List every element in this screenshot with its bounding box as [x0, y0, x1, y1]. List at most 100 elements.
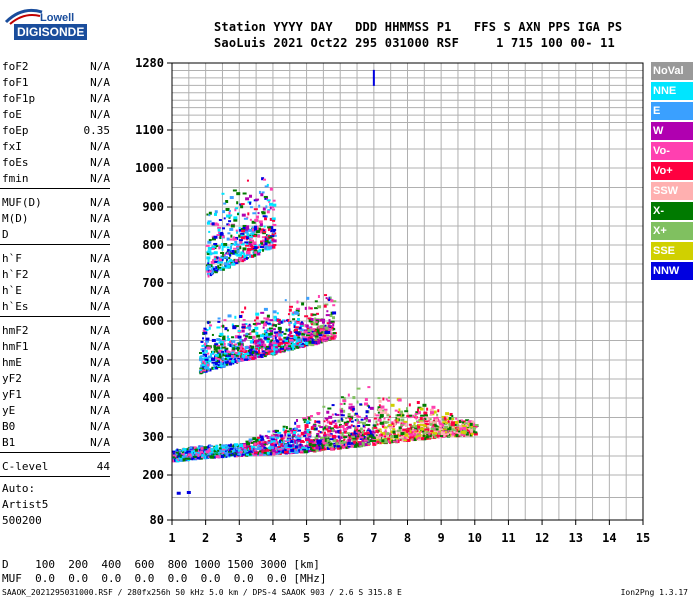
echo-point [218, 447, 222, 450]
echo-point [179, 458, 183, 462]
echo-point [466, 421, 469, 424]
echo-point [311, 446, 315, 450]
echo-point [366, 437, 369, 441]
echo-point [430, 430, 434, 433]
echo-point [228, 257, 231, 260]
echo-point [296, 419, 299, 423]
echo-point [328, 426, 332, 430]
echo-point [340, 417, 343, 421]
echo-point [267, 332, 272, 336]
echo-point [381, 423, 385, 427]
echo-point [332, 323, 335, 327]
echo-point [234, 259, 238, 263]
echo-point [248, 438, 253, 442]
echo-point [322, 427, 325, 431]
echo-point [261, 450, 266, 454]
echo-point [204, 358, 209, 361]
echo-point [233, 357, 236, 360]
echo-point [300, 433, 304, 436]
echo-point [214, 260, 219, 263]
echo-point [335, 446, 338, 449]
echo-point [311, 449, 316, 452]
echo-point [424, 423, 429, 426]
echo-point [406, 415, 410, 418]
echo-point [221, 360, 225, 363]
echo-point [422, 432, 426, 435]
echo-point [289, 347, 294, 351]
echo-point [308, 438, 311, 442]
echo-point [286, 448, 291, 451]
echo-point [218, 266, 222, 270]
echo-point [437, 409, 440, 413]
echo-point [375, 429, 379, 433]
echo-point [261, 239, 265, 242]
echo-point [362, 424, 365, 428]
echo-point [241, 347, 244, 350]
echo-point [368, 405, 371, 409]
echo-point [267, 452, 272, 456]
echo-point [277, 431, 282, 434]
echo-point [433, 410, 437, 414]
echo-point [413, 433, 416, 437]
echo-point [323, 304, 327, 308]
echo-point [404, 437, 407, 440]
echo-point [282, 425, 286, 428]
echo-point [272, 208, 276, 211]
echo-point [408, 403, 411, 407]
echo-point [429, 413, 433, 416]
echo-point [319, 337, 323, 341]
legend-item: Vo+ [651, 162, 693, 180]
echo-point [297, 433, 300, 436]
echo-point [310, 317, 314, 321]
echo-point [225, 347, 229, 350]
echo-point [214, 448, 219, 451]
param-row: hmE N/A [2, 356, 110, 372]
echo-point [408, 414, 413, 417]
echo-point [211, 361, 216, 364]
param-value: N/A [90, 420, 110, 433]
echo-point [298, 338, 302, 342]
echo-point [313, 331, 317, 335]
echo-point [245, 445, 249, 449]
echo-point [350, 405, 355, 408]
echo-point [423, 428, 428, 431]
echo-point [377, 397, 381, 400]
echo-point [303, 330, 308, 334]
echo-point [218, 219, 222, 222]
echo-point [240, 203, 245, 206]
echo-point [252, 335, 256, 339]
echo-point [308, 441, 313, 444]
echo-point [255, 347, 259, 350]
echo-point [255, 331, 259, 335]
echo-point [417, 437, 421, 441]
echo-point [329, 442, 333, 445]
echo-point [293, 445, 297, 448]
echo-point [211, 271, 214, 274]
echo-point [226, 329, 229, 332]
echo-point [306, 296, 310, 300]
echo-point [301, 302, 305, 306]
echo-point [243, 258, 246, 262]
echo-point [264, 217, 268, 221]
echo-point [283, 336, 287, 339]
echo-point [223, 319, 227, 322]
echo-point [471, 420, 474, 423]
echo-point [252, 241, 257, 245]
echo-point [252, 251, 255, 254]
echo-point [327, 429, 332, 433]
echo-point [266, 314, 270, 318]
echo-point [451, 418, 454, 421]
echo-point [294, 311, 299, 315]
echo-point [306, 344, 309, 347]
echo-point [332, 311, 337, 315]
param-value: N/A [90, 284, 110, 297]
echo-point [337, 419, 341, 423]
separator-line [0, 476, 110, 477]
echo-point [306, 433, 311, 437]
echo-point [278, 343, 282, 346]
echo-point [356, 431, 360, 434]
echo-point [331, 420, 335, 424]
echo-point [389, 438, 393, 442]
echo-point [295, 331, 299, 335]
echo-point [211, 237, 216, 241]
